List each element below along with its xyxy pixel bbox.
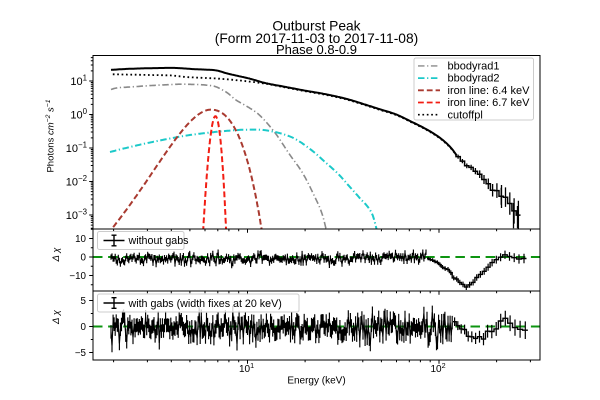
svg-text:Photons cm−2 s−1: Photons cm−2 s−1 bbox=[45, 99, 56, 172]
svg-text:0: 0 bbox=[81, 322, 87, 333]
svg-text:−10: −10 bbox=[69, 271, 86, 282]
svg-text:bbodyrad2: bbodyrad2 bbox=[448, 73, 500, 85]
svg-text:−5: −5 bbox=[75, 348, 87, 359]
svg-text:bbodyrad1: bbodyrad1 bbox=[448, 61, 500, 73]
svg-text:Outburst Peak: Outburst Peak bbox=[272, 19, 360, 34]
svg-text:Phase 0.8-0.9: Phase 0.8-0.9 bbox=[276, 42, 357, 57]
svg-text:0: 0 bbox=[81, 252, 87, 263]
svg-text:5: 5 bbox=[81, 296, 87, 307]
svg-text:iron line: 6.7 keV: iron line: 6.7 keV bbox=[448, 97, 531, 109]
svg-text:10: 10 bbox=[75, 234, 86, 245]
svg-text:Δ χ: Δ χ bbox=[51, 247, 62, 263]
svg-text:Δ χ: Δ χ bbox=[51, 309, 62, 325]
svg-text:Energy (keV): Energy (keV) bbox=[287, 376, 345, 387]
svg-text:without gabs: without gabs bbox=[128, 235, 189, 247]
svg-text:with gabs (width fixes at 20 k: with gabs (width fixes at 20 keV) bbox=[128, 298, 282, 310]
svg-text:(Form 2017-11-03 to 2017-11-08: (Form 2017-11-03 to 2017-11-08) bbox=[215, 31, 418, 46]
svg-text:cutoffpl: cutoffpl bbox=[448, 109, 483, 121]
svg-text:iron line: 6.4 keV: iron line: 6.4 keV bbox=[448, 85, 531, 97]
